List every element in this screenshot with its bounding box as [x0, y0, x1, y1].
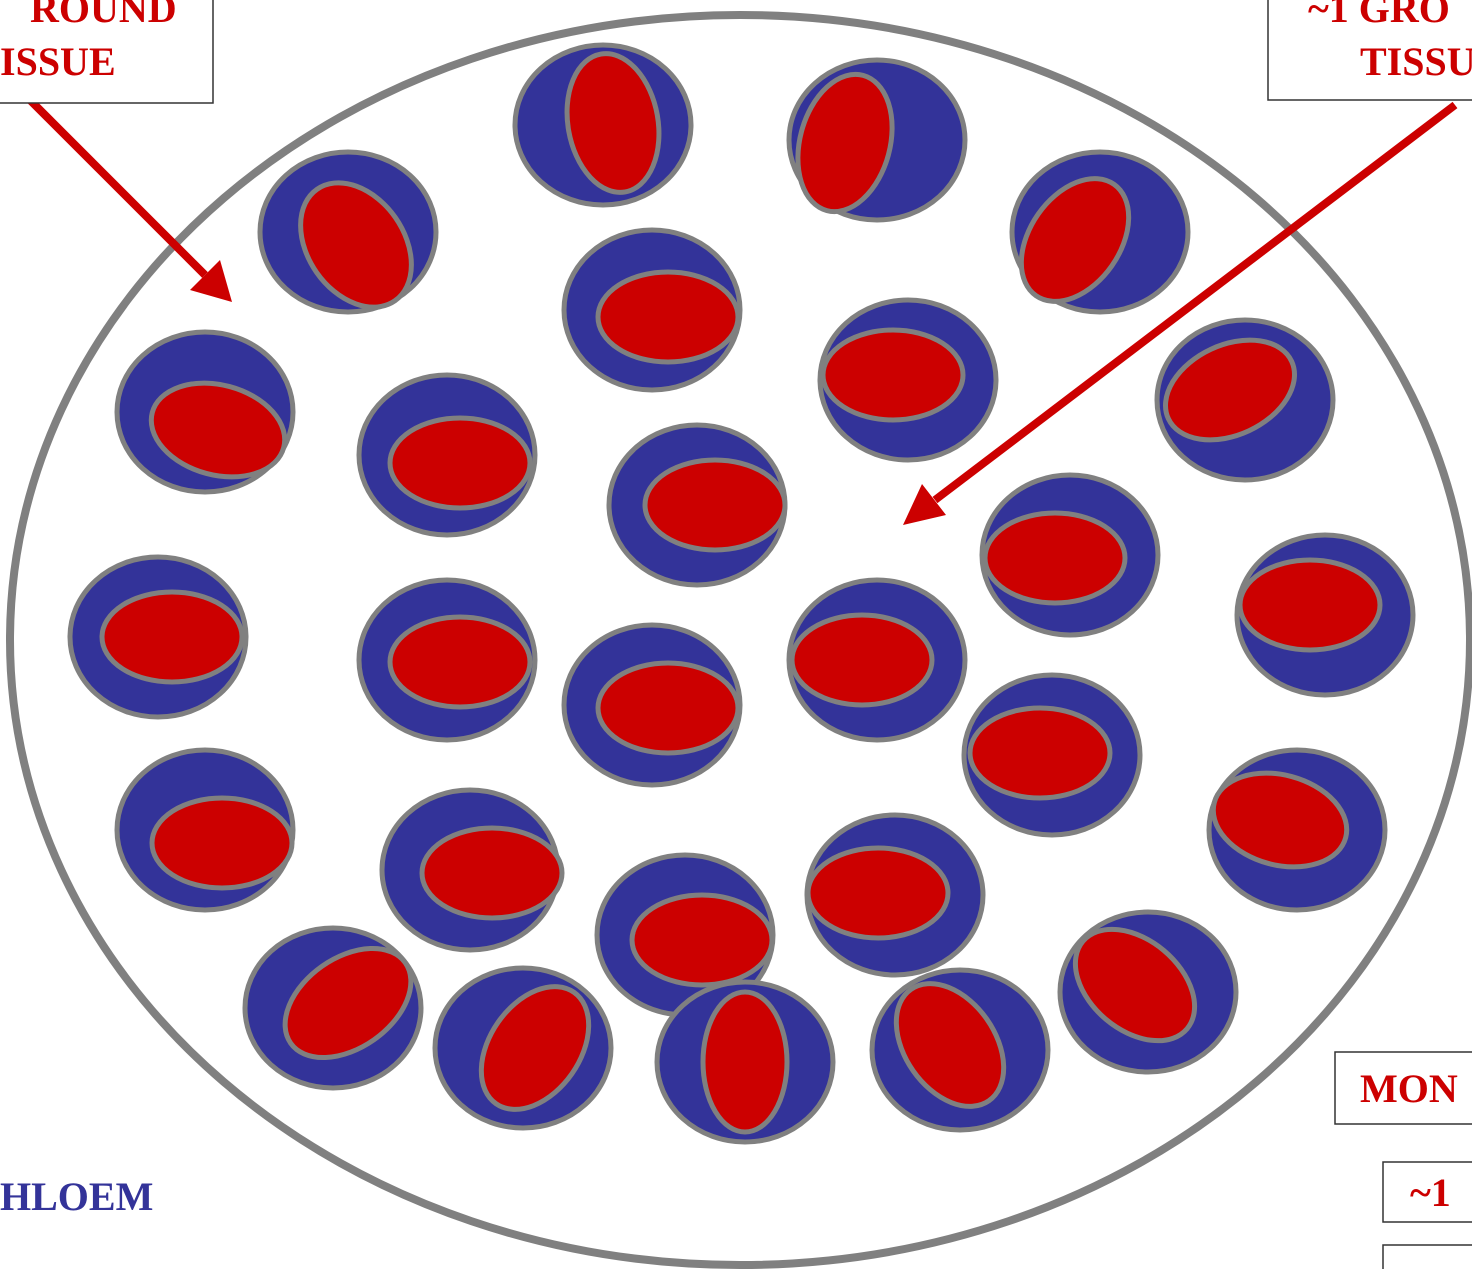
xylem: [387, 415, 533, 511]
xylem: [642, 457, 788, 553]
xylem: [1072, 926, 1198, 1044]
xylem: [99, 589, 245, 685]
vascular-bundles: [67, 42, 1416, 1145]
xylem: [564, 51, 662, 195]
xylem: [789, 612, 935, 708]
xylem: [700, 989, 790, 1135]
xylem: [893, 981, 1007, 1109]
xylem: [1237, 557, 1383, 653]
xylem: [419, 825, 565, 921]
label-box: [0, 0, 214, 104]
label-text: ~1 GRO: [1308, 0, 1450, 31]
xylem: [1210, 770, 1350, 870]
xylem: [298, 180, 414, 310]
label-box: [1334, 1051, 1472, 1125]
xylem: [629, 892, 775, 988]
arrow-head: [903, 484, 946, 525]
label-text: ~1: [1410, 1170, 1451, 1215]
xylem: [795, 71, 895, 215]
label-box: [1382, 1244, 1472, 1269]
arrow-line: [932, 101, 1458, 504]
xylem: [805, 845, 951, 941]
xylem: [595, 660, 741, 756]
label-text: HLOEM: [0, 1174, 153, 1219]
xylem: [1018, 176, 1132, 304]
arrow-line: [27, 97, 208, 278]
xylem: [820, 327, 966, 423]
xylem: [1163, 337, 1297, 443]
xylem: [595, 269, 741, 365]
xylem: [282, 945, 414, 1061]
label-text: TISSU: [1360, 39, 1472, 84]
xylem: [982, 510, 1128, 606]
label-text: MON: [1360, 1066, 1458, 1111]
arrow-head: [190, 260, 232, 302]
label-box: [1267, 0, 1472, 101]
xylem: [967, 705, 1113, 801]
xylem: [149, 795, 295, 891]
xylem: [387, 614, 533, 710]
arrows: [27, 97, 1458, 525]
label-text: ROUND: [30, 0, 177, 31]
xylem: [148, 380, 288, 480]
label-text: ISSUE: [0, 39, 116, 84]
label-box: [1382, 1161, 1472, 1223]
xylem: [478, 984, 592, 1112]
